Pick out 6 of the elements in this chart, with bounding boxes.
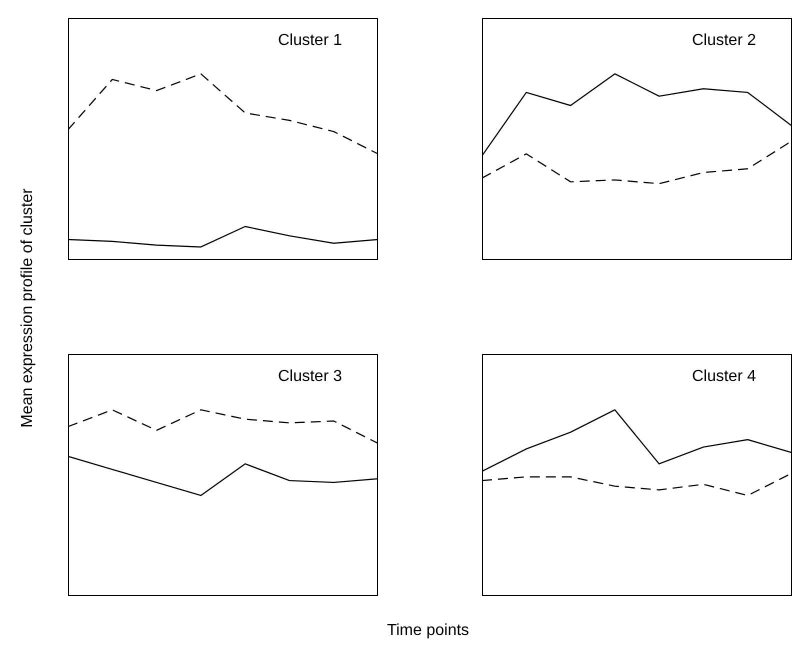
text: Cluster 2 [692,32,756,50]
text: Cluster 4 [692,368,756,386]
text: Cluster 1 [278,32,342,50]
y-axis-title: Mean expression profile of cluster [19,188,37,428]
x-axis-title: Time points [386,622,470,640]
text: Cluster 3 [278,368,342,386]
